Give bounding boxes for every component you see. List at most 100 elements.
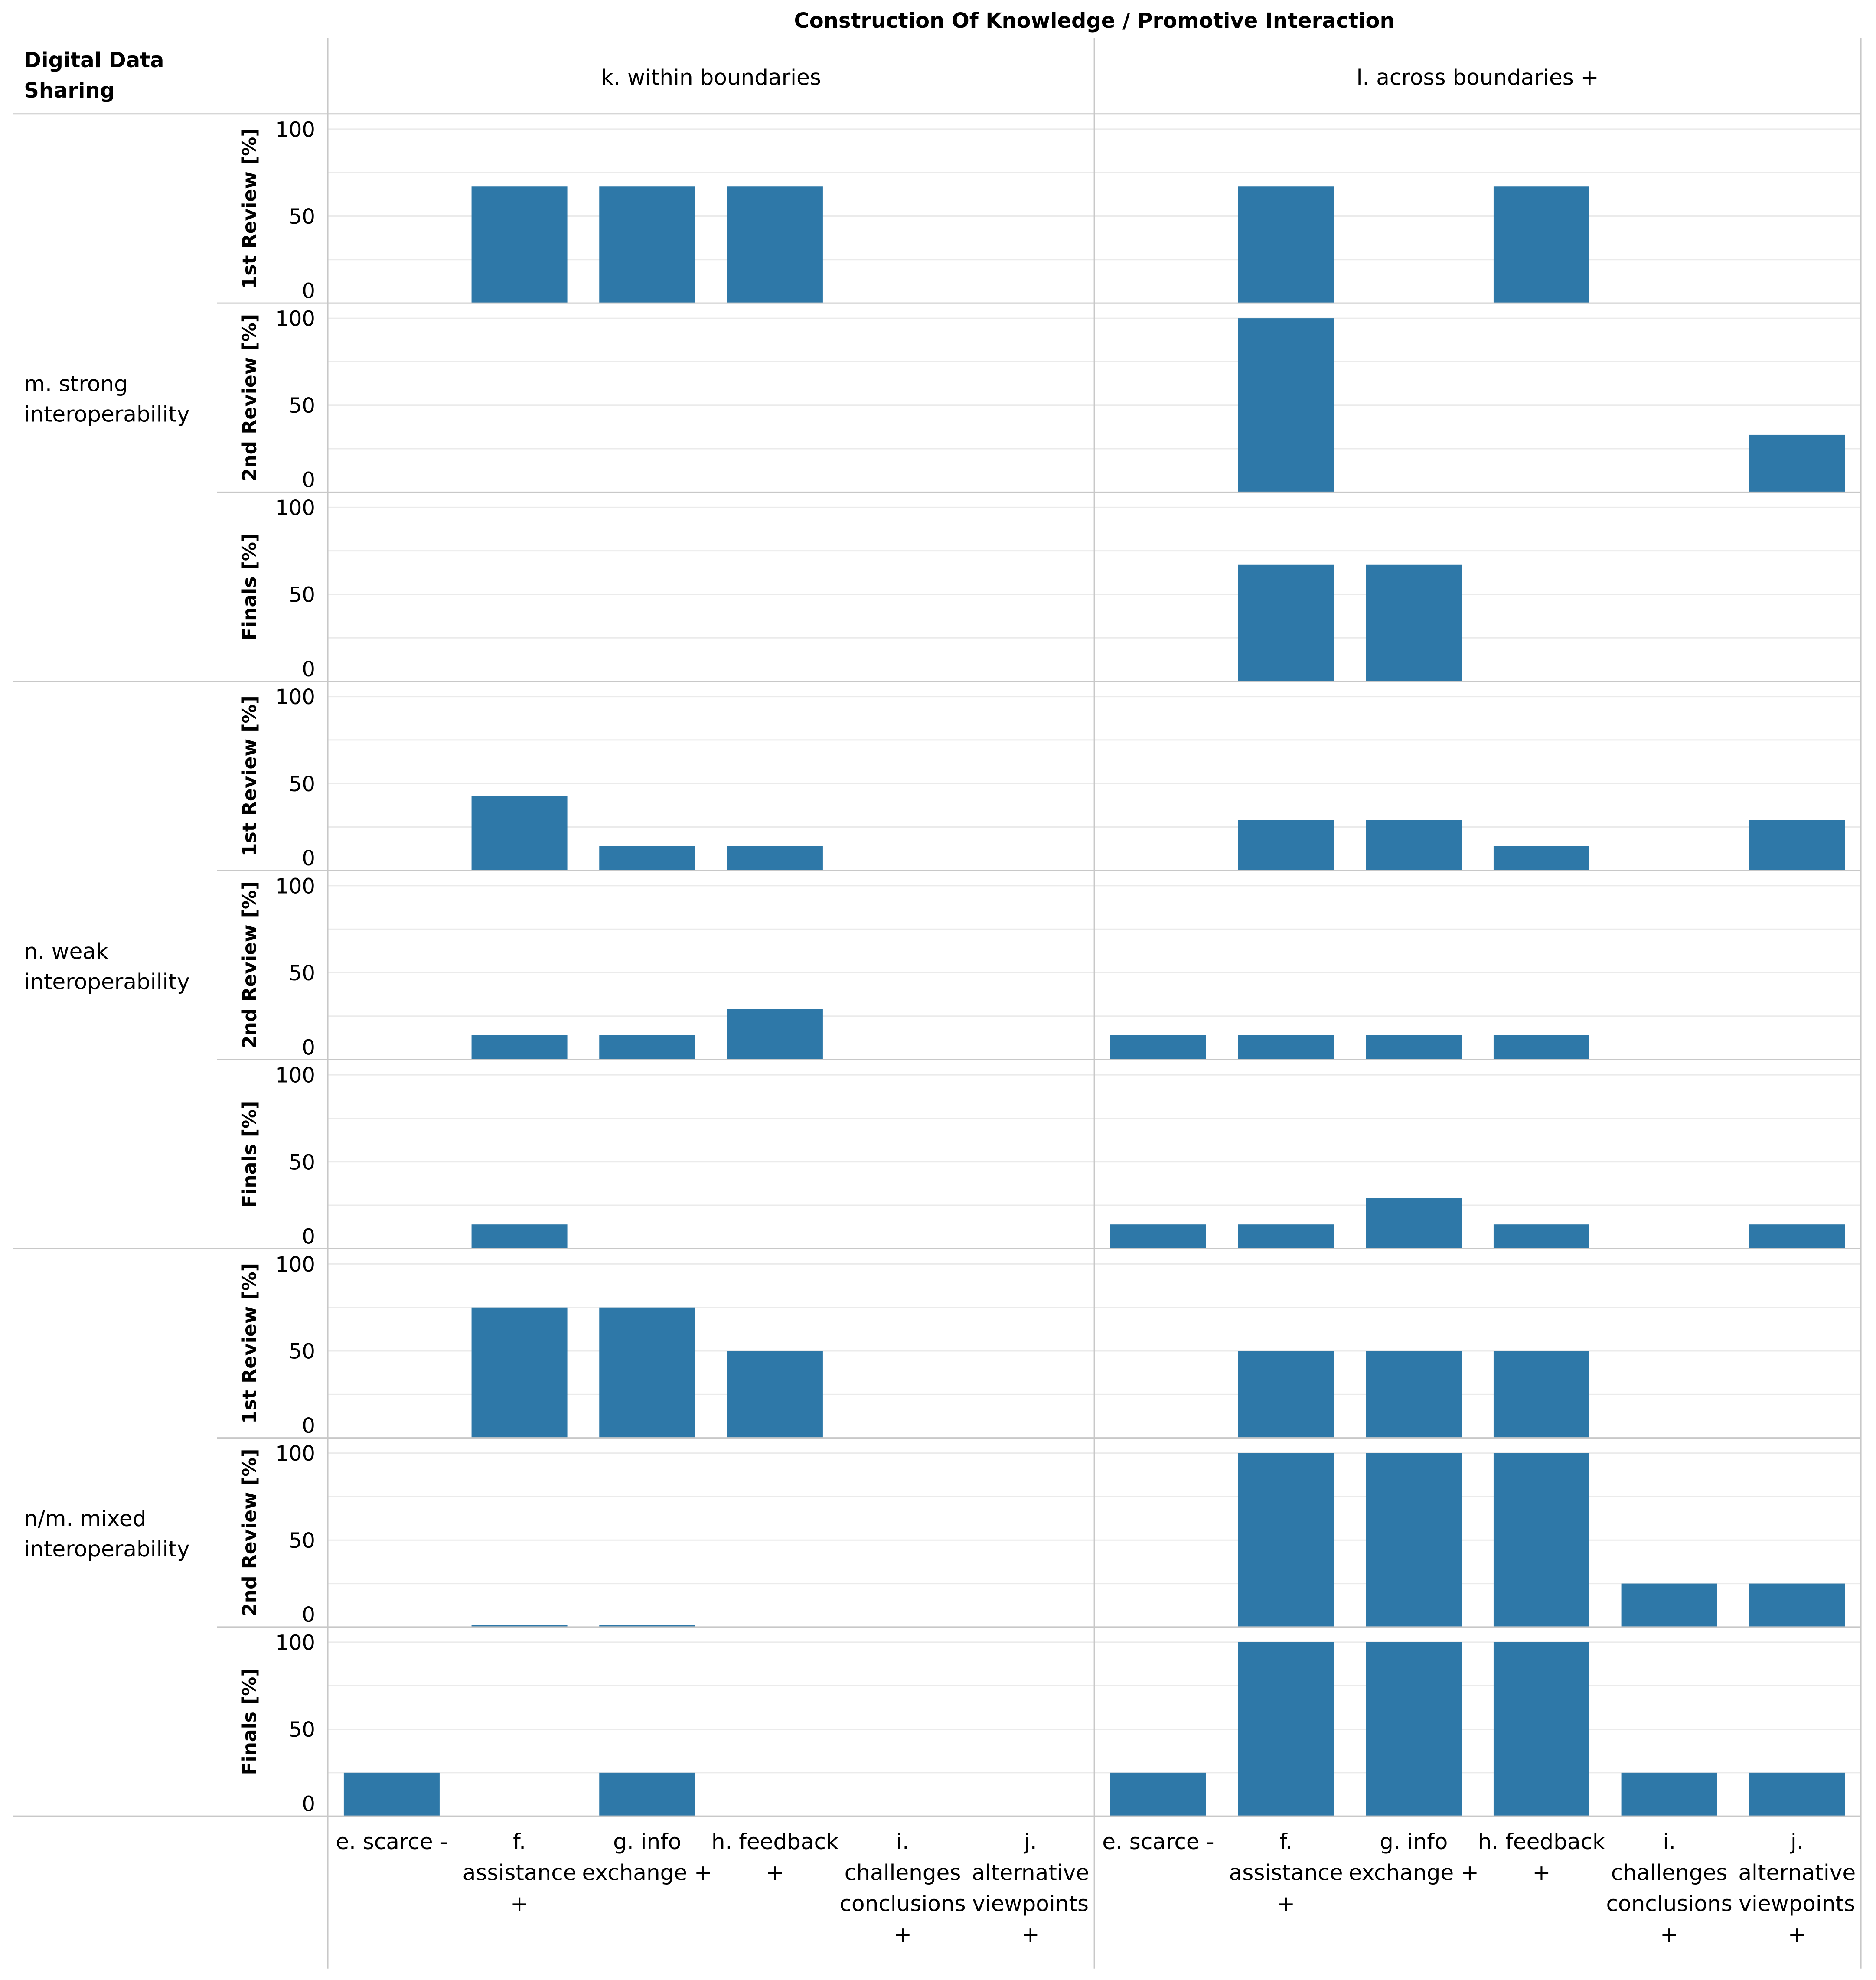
y-tick-label: 50 bbox=[289, 205, 315, 229]
y-tick-label: 100 bbox=[275, 1631, 315, 1655]
group-label-line: n/m. mixed bbox=[24, 1506, 146, 1531]
bar[interactable] bbox=[1493, 1642, 1589, 1817]
bar[interactable] bbox=[343, 1772, 440, 1817]
bar[interactable] bbox=[1493, 1035, 1589, 1060]
bar[interactable] bbox=[1621, 1772, 1717, 1817]
x-tick-label-line: + bbox=[766, 1860, 784, 1885]
x-tick-label-line: i. bbox=[1663, 1829, 1676, 1854]
bar[interactable] bbox=[471, 1625, 568, 1627]
bar[interactable] bbox=[1749, 1772, 1845, 1817]
x-tick-label-line: j. bbox=[1024, 1829, 1037, 1854]
bar[interactable] bbox=[471, 1224, 568, 1249]
bar[interactable] bbox=[599, 1035, 695, 1060]
bar[interactable] bbox=[599, 846, 695, 871]
bar[interactable] bbox=[599, 1772, 695, 1817]
bar[interactable] bbox=[471, 796, 568, 871]
group-label-line: interoperability bbox=[24, 1536, 189, 1562]
bar[interactable] bbox=[471, 1307, 568, 1438]
x-tick-label-line: conclusions bbox=[1606, 1891, 1732, 1916]
y-tick-label: 0 bbox=[302, 846, 315, 871]
bar[interactable] bbox=[1366, 564, 1462, 682]
y-tick-label: 0 bbox=[302, 1035, 315, 1060]
y-tick-label: 50 bbox=[289, 1718, 315, 1742]
bar[interactable] bbox=[1366, 1198, 1462, 1249]
x-tick-label-line: exchange + bbox=[582, 1860, 712, 1885]
x-tick-label-line: exchange + bbox=[1349, 1860, 1479, 1885]
bar[interactable] bbox=[727, 1009, 823, 1060]
x-tick-label-line: g. info bbox=[613, 1829, 681, 1854]
bar[interactable] bbox=[1366, 820, 1462, 871]
bar[interactable] bbox=[1749, 1224, 1845, 1249]
y-tick-label: 0 bbox=[302, 657, 315, 682]
x-tick-label-line: i. bbox=[896, 1829, 909, 1854]
chart-title: Construction Of Knowledge / Promotive In… bbox=[794, 9, 1395, 33]
x-tick-label-line: + bbox=[1021, 1922, 1040, 1947]
bar[interactable] bbox=[471, 186, 568, 303]
bar[interactable] bbox=[1749, 820, 1845, 871]
x-tick-label-line: h. feedback bbox=[711, 1829, 838, 1854]
bar[interactable] bbox=[1238, 564, 1334, 682]
y-tick-label: 50 bbox=[289, 1340, 315, 1364]
bar[interactable] bbox=[727, 1351, 823, 1438]
row-header-label-line: Digital Data bbox=[24, 48, 164, 72]
x-tick-label-line: + bbox=[1660, 1922, 1678, 1947]
x-tick-label-line: f. bbox=[513, 1829, 526, 1854]
y-tick-label: 0 bbox=[302, 1414, 315, 1438]
bar[interactable] bbox=[1238, 1224, 1334, 1249]
bar[interactable] bbox=[1493, 1351, 1589, 1438]
x-tick-label-line: + bbox=[1788, 1922, 1806, 1947]
x-tick-label-line: e. scarce - bbox=[1102, 1829, 1214, 1854]
y-tick-label: 50 bbox=[289, 1150, 315, 1174]
group-label-line: m. strong bbox=[24, 372, 128, 397]
bar[interactable] bbox=[1493, 1224, 1589, 1249]
bar[interactable] bbox=[1366, 1453, 1462, 1627]
y-tick-label: 0 bbox=[302, 468, 315, 493]
x-tick-label-line: g. info bbox=[1380, 1829, 1448, 1854]
y-tick-label: 100 bbox=[275, 874, 315, 898]
bar[interactable] bbox=[1493, 846, 1589, 871]
bar[interactable] bbox=[1110, 1224, 1206, 1249]
group-label-line: interoperability bbox=[24, 969, 189, 994]
x-tick-label-line: alternative bbox=[1738, 1860, 1856, 1885]
bar[interactable] bbox=[1238, 1035, 1334, 1060]
bar[interactable] bbox=[599, 186, 695, 303]
bar[interactable] bbox=[1366, 1642, 1462, 1817]
x-tick-label-line: e. scarce - bbox=[336, 1829, 447, 1854]
bar[interactable] bbox=[727, 186, 823, 303]
bar[interactable] bbox=[1749, 434, 1845, 493]
y-tick-label: 50 bbox=[289, 583, 315, 607]
x-tick-label-line: + bbox=[1277, 1891, 1295, 1916]
bar[interactable] bbox=[599, 1307, 695, 1438]
bar[interactable] bbox=[1238, 186, 1334, 303]
bar[interactable] bbox=[1110, 1035, 1206, 1060]
bar[interactable] bbox=[1238, 1642, 1334, 1817]
bar[interactable] bbox=[471, 1035, 568, 1060]
x-tick-label-line: + bbox=[510, 1891, 529, 1916]
y-tick-label: 0 bbox=[302, 279, 315, 303]
y-tick-label: 100 bbox=[275, 1253, 315, 1277]
bar[interactable] bbox=[1366, 1035, 1462, 1060]
x-tick-label-line: + bbox=[894, 1922, 912, 1947]
bar[interactable] bbox=[1238, 1453, 1334, 1627]
bar[interactable] bbox=[1110, 1772, 1206, 1817]
bar[interactable] bbox=[599, 1625, 695, 1627]
column-header: l. across boundaries + bbox=[1357, 65, 1599, 90]
bar[interactable] bbox=[1366, 1351, 1462, 1438]
y-axis-title: Finals [%] bbox=[238, 533, 261, 640]
bar[interactable] bbox=[1238, 1351, 1334, 1438]
bar[interactable] bbox=[1493, 1453, 1589, 1627]
x-tick-label-line: alternative bbox=[972, 1860, 1089, 1885]
y-tick-label: 50 bbox=[289, 1529, 315, 1553]
bar[interactable] bbox=[1238, 820, 1334, 871]
y-tick-label: 50 bbox=[289, 394, 315, 418]
bar[interactable] bbox=[1493, 186, 1589, 303]
y-tick-label: 100 bbox=[275, 1442, 315, 1466]
x-tick-label-line: challenges bbox=[845, 1860, 961, 1885]
bar[interactable] bbox=[1238, 318, 1334, 493]
y-tick-label: 0 bbox=[302, 1603, 315, 1627]
bar[interactable] bbox=[1749, 1583, 1845, 1627]
bar[interactable] bbox=[727, 846, 823, 871]
y-axis-title: 1st Review [%] bbox=[238, 128, 261, 289]
y-axis-title: 2nd Review [%] bbox=[238, 1449, 261, 1616]
bar[interactable] bbox=[1621, 1583, 1717, 1627]
